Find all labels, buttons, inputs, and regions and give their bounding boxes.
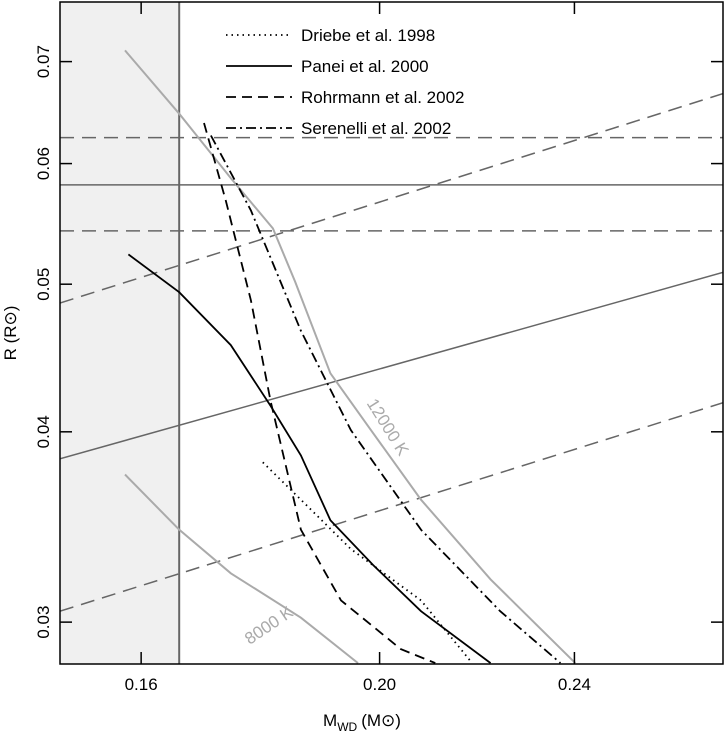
y-tick-label: 0.07: [34, 45, 53, 78]
legend-label: Panei et al. 2000: [301, 57, 429, 76]
legend-label: Serenelli et al. 2002: [301, 119, 451, 138]
y-tick-label: 0.03: [34, 606, 53, 639]
sloped-line: [60, 92, 723, 304]
isotherm-label: 12000 K: [363, 395, 413, 459]
isotherm: [124, 473, 359, 664]
y-axis-label: R (R⊙): [1, 306, 20, 361]
shaded-region: [60, 2, 180, 664]
model-curve: [203, 122, 436, 664]
model-curve: [127, 253, 492, 664]
sloped-line: [60, 401, 723, 612]
plot-area: [60, 2, 723, 664]
y-tick-label: 0.05: [34, 268, 53, 301]
model-curve: [210, 135, 562, 664]
isotherm-label: 8000 K: [241, 602, 297, 648]
sloped-line: [60, 271, 723, 460]
y-tick-label: 0.04: [34, 415, 53, 448]
x-tick-label: 0.16: [125, 675, 158, 694]
legend-label: Driebe et al. 1998: [301, 26, 435, 45]
x-tick-label: 0.20: [363, 675, 396, 694]
legend-label: Rohrmann et al. 2002: [301, 88, 465, 107]
x-axis-label: MWD (M⊙): [323, 711, 401, 734]
axes-frame: [59, 1, 724, 665]
x-tick-label: 0.24: [558, 675, 591, 694]
y-tick-label: 0.06: [34, 147, 53, 180]
isotherm: [124, 49, 577, 664]
